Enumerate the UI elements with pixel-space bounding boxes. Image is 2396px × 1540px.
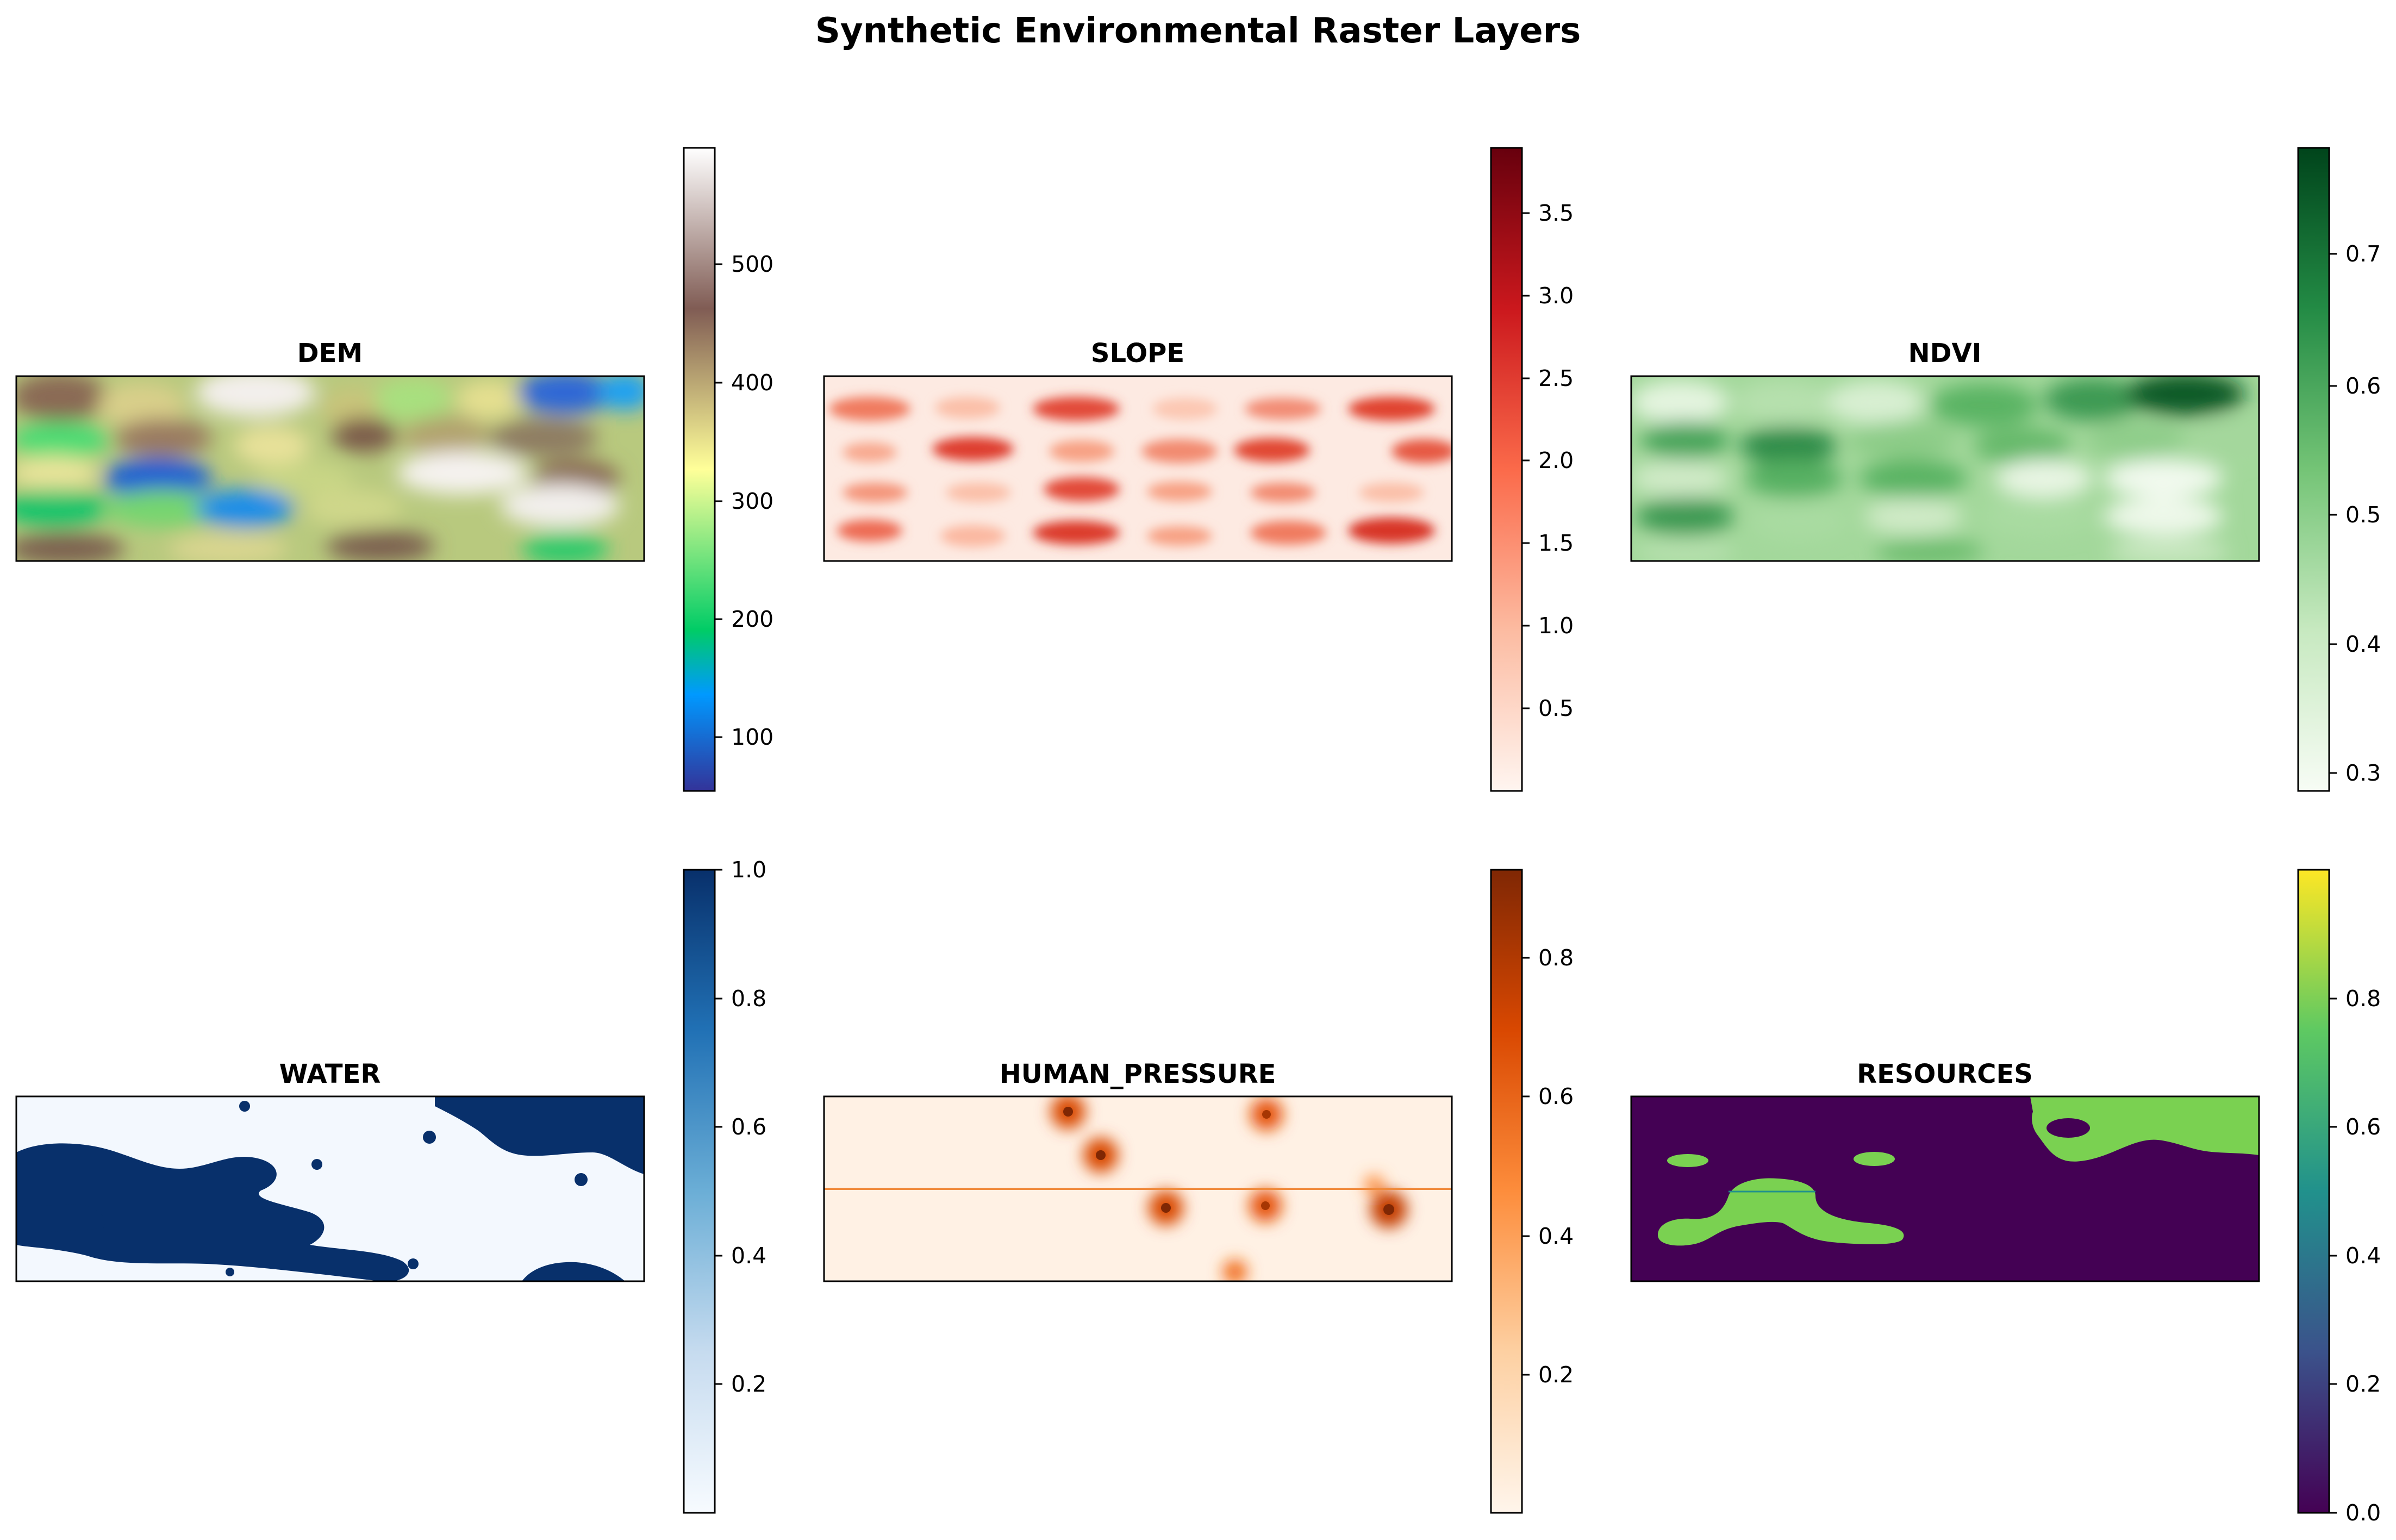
resources-tick-label: 0.0 [2345,1500,2381,1526]
water-tick-label: 1.0 [731,857,766,883]
resources-tick-label: 0.2 [2345,1371,2381,1397]
resources-panel: RESOURCES 0.0 0.2 0.4 0.6 [1630,869,2381,1526]
ndvi-raster [1631,376,2259,561]
human-pressure-tick-label: 0.8 [1538,945,1574,971]
dem-tick-label: 400 [731,370,773,396]
resources-tick-label: 0.6 [2345,1114,2381,1140]
dem-title: DEM [297,338,363,369]
dem-panel: DEM [15,147,773,792]
ndvi-tick-label: 0.7 [2345,241,2381,267]
human-pressure-colorbar [1490,869,1523,1514]
human-pressure-tick-label: 0.6 [1538,1083,1574,1109]
dem-tick-label: 200 [731,606,773,632]
ndvi-panel: NDVI [1630,147,2381,792]
slope-tick-label: 1.5 [1538,530,1574,556]
ndvi-tick-label: 0.6 [2345,373,2381,399]
human-pressure-panel: HUMAN_PRESSURE [823,869,1574,1514]
slope-panel: SLOPE [823,147,1574,792]
ndvi-colorbar-ticks: 0.3 0.4 0.5 0.6 0.7 [2329,241,2381,786]
dem-tick-label: 500 [731,251,773,277]
slope-tick-label: 0.5 [1538,695,1574,721]
water-raster [16,1096,644,1281]
water-colorbar-ticks: 0.2 0.4 0.6 0.8 1.0 [715,857,766,1397]
slope-raster [824,376,1452,561]
slope-title: SLOPE [1091,338,1184,369]
human-pressure-raster [824,1096,1452,1281]
water-tick-label: 0.6 [731,1114,766,1140]
resources-colorbar [2297,869,2330,1514]
water-tick-label: 0.2 [731,1371,766,1397]
ndvi-title: NDVI [1908,338,1981,369]
slope-tick-label: 2.0 [1538,447,1574,473]
ndvi-tick-label: 0.3 [2345,760,2381,786]
slope-tick-label: 1.0 [1538,613,1574,639]
slope-colorbar [1490,147,1523,792]
slope-tick-label: 3.0 [1538,283,1574,309]
dem-colorbar-ticks: 100 200 300 400 500 [715,251,773,750]
slope-tick-label: 3.5 [1538,200,1574,226]
dem-colorbar [683,147,716,792]
water-colorbar [683,869,716,1514]
resources-colorbar-ticks: 0.0 0.2 0.4 0.6 0.8 [2329,986,2381,1526]
resources-tick-label: 0.8 [2345,986,2381,1012]
human-pressure-title: HUMAN_PRESSURE [1000,1059,1276,1089]
human-pressure-colorbar-ticks: 0.2 0.4 0.6 0.8 [1522,945,1574,1388]
water-tick-label: 0.8 [731,986,766,1012]
water-panel: WATER 0.2 0.4 0.6 [15,857,766,1514]
resources-title: RESOURCES [1857,1059,2033,1089]
slope-tick-label: 2.5 [1538,365,1574,391]
dem-tick-label: 300 [731,488,773,514]
dem-tick-label: 100 [731,724,773,750]
ndvi-tick-label: 0.4 [2345,631,2381,657]
human-pressure-tick-label: 0.4 [1538,1223,1574,1249]
water-tick-label: 0.4 [731,1243,766,1269]
resources-raster [1631,1096,2259,1281]
slope-colorbar-ticks: 0.5 1.0 1.5 2.0 2.5 3.0 3.5 [1522,200,1574,721]
ndvi-colorbar [2297,147,2330,792]
human-pressure-tick-label: 0.2 [1538,1362,1574,1388]
water-title: WATER [279,1059,381,1089]
dem-raster [16,376,644,561]
resources-tick-label: 0.4 [2345,1243,2381,1269]
figure-title: Synthetic Environmental Raster Layers [815,11,1581,51]
ndvi-tick-label: 0.5 [2345,502,2381,528]
